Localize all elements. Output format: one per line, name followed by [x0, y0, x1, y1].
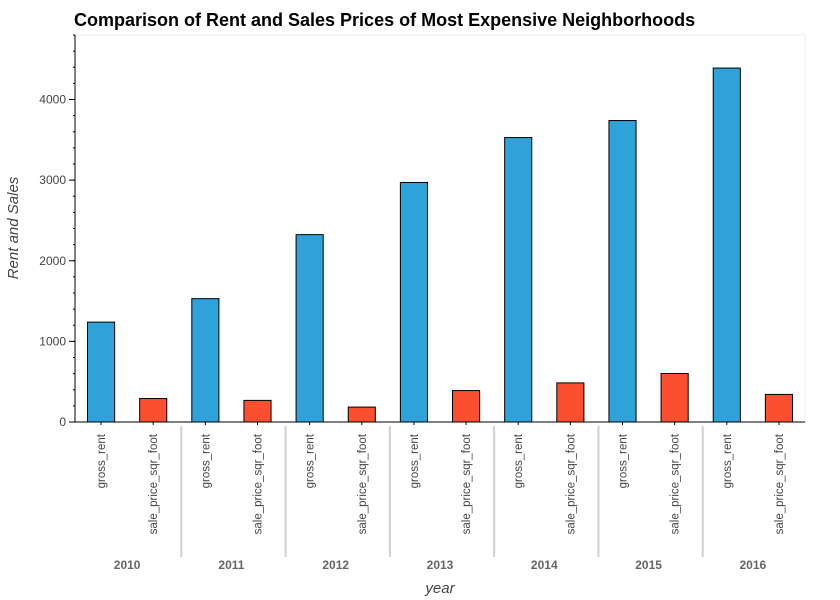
x-cat-label: gross_rent	[722, 433, 734, 488]
bar-sale_price_sqr_foot-2011	[243, 399, 272, 423]
bar-sale_price_sqr_foot-2010	[139, 398, 168, 423]
bar-sale_price_sqr_foot-2012	[347, 406, 376, 423]
bar-gross_rent-2010	[87, 321, 116, 423]
x-cat-label: sale_price_sqr_foot	[148, 433, 160, 534]
x-axis: 2010 gross_rent sale_price_sqr_foot 2011 gro…	[75, 421, 805, 572]
x-group-label: 2011	[218, 558, 244, 572]
bar-sale_price_sqr_foot-2016	[764, 393, 793, 423]
x-cat-label: sale_price_sqr_foot	[565, 433, 577, 534]
y-axis: 0 1000 2000 3000 4000	[39, 34, 76, 429]
x-cat-label: gross_rent	[409, 433, 421, 488]
x-cat-label: sale_price_sqr_foot	[253, 433, 265, 534]
chart-title: Comparison of Rent and Sales Prices of M…	[74, 10, 695, 30]
bar-gross_rent-2013	[399, 181, 428, 423]
bar-gross_rent-2016	[712, 67, 741, 423]
x-axis-label: year	[424, 580, 455, 597]
y-tick-label: 4000	[39, 93, 66, 107]
x-group-label: 2014	[531, 558, 558, 572]
bar-sale_price_sqr_foot-2015	[660, 372, 689, 423]
bar-sale_price_sqr_foot-2014	[556, 382, 585, 423]
x-cat-label: sale_price_sqr_foot	[774, 433, 786, 534]
x-cat-label: sale_price_sqr_foot	[461, 433, 473, 534]
x-cat-label: gross_rent	[618, 433, 630, 488]
x-group-label: 2010	[114, 558, 141, 572]
x-group-label: 2012	[322, 558, 349, 572]
x-cat-label: gross_rent	[305, 433, 317, 488]
y-tick-label: 2000	[39, 254, 66, 268]
bar-gross_rent-2012	[295, 234, 324, 423]
y-tick-label: 1000	[39, 334, 66, 348]
bar-gross_rent-2014	[504, 137, 533, 423]
y-tick-label: 3000	[39, 173, 66, 187]
bar-gross_rent-2011	[191, 298, 220, 423]
x-group-label: 2016	[740, 558, 767, 572]
x-cat-label: sale_price_sqr_foot	[357, 433, 369, 534]
x-cat-label: sale_price_sqr_foot	[670, 433, 682, 534]
plot-frame	[74, 34, 806, 423]
x-cat-label: gross_rent	[200, 433, 212, 488]
bar-gross_rent-2015	[608, 120, 637, 423]
y-tick-label: 0	[59, 415, 66, 429]
x-cat-label: gross_rent	[96, 433, 108, 488]
bar-sale_price_sqr_foot-2013	[452, 390, 481, 423]
x-group-label: 2013	[427, 558, 454, 572]
bars	[87, 67, 793, 423]
x-group-label: 2015	[635, 558, 662, 572]
y-axis-label: Rent and Sales	[5, 176, 22, 279]
x-cat-label: gross_rent	[513, 433, 525, 488]
